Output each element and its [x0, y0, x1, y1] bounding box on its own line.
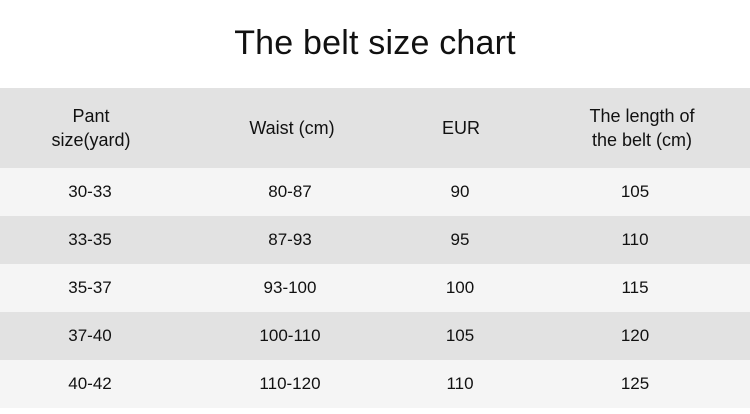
table-header-row: Pant size(yard) Waist (cm) EUR The lengt…: [0, 88, 750, 168]
cell-waist: 93-100: [263, 278, 317, 297]
column-header-pant-size: Pant size(yard): [0, 88, 180, 168]
table-row: 40-42 110-120 110 125: [0, 360, 750, 408]
column-header-eur-label: EUR: [441, 118, 480, 138]
cell-belt-length: 115: [621, 278, 649, 297]
cell-pant-size: 30-33: [68, 182, 112, 201]
cell-belt-length: 110: [621, 230, 649, 249]
cell-eur: 110: [446, 374, 474, 393]
cell-waist: 87-93: [268, 230, 312, 249]
cell-eur: 95: [450, 230, 470, 249]
cell-pant-size: 37-40: [68, 326, 112, 345]
table-row: 30-33 80-87 90 105: [0, 168, 750, 216]
cell-eur: 90: [450, 182, 470, 201]
belt-size-table: Pant size(yard) Waist (cm) EUR The lengt…: [0, 88, 750, 408]
column-header-belt-length: The length of the belt (cm): [520, 88, 750, 168]
column-header-pant-size-label: Pant size(yard): [51, 106, 131, 150]
table-row: 37-40 100-110 105 120: [0, 312, 750, 360]
cell-waist: 100-110: [259, 326, 321, 345]
cell-waist: 110-120: [259, 374, 321, 393]
table-row: 35-37 93-100 100 115: [0, 264, 750, 312]
cell-eur: 100: [445, 278, 475, 297]
page-title: The belt size chart: [234, 24, 516, 62]
cell-belt-length: 125: [620, 374, 650, 393]
cell-pant-size: 33-35: [68, 230, 112, 249]
cell-belt-length: 120: [620, 326, 650, 345]
column-header-eur: EUR: [400, 88, 520, 168]
column-header-waist-label: Waist (cm): [249, 118, 335, 138]
cell-waist: 80-87: [268, 182, 312, 201]
cell-eur: 105: [445, 326, 475, 345]
cell-belt-length: 105: [620, 182, 650, 201]
table-row: 33-35 87-93 95 110: [0, 216, 750, 264]
cell-pant-size: 35-37: [68, 278, 112, 297]
column-header-waist: Waist (cm): [180, 88, 400, 168]
column-header-belt-length-label: The length of the belt (cm): [589, 106, 695, 150]
cell-pant-size: 40-42: [68, 374, 112, 393]
